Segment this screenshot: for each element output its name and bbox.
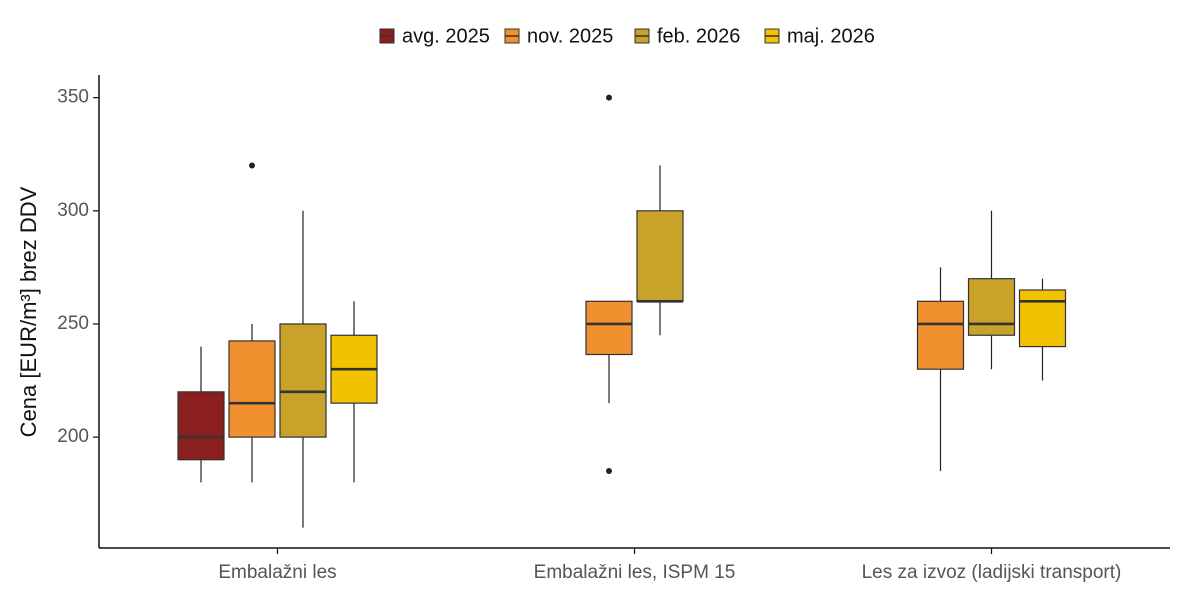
outlier: [606, 468, 612, 475]
x-tick-label: Embalažni les, ISPM 15: [534, 562, 736, 583]
legend-label: avg. 2025: [402, 25, 490, 47]
y-tick-label: 200: [57, 426, 89, 447]
box: [228, 340, 276, 438]
outlier: [606, 94, 612, 101]
x-tick-label: Embalažni les: [218, 562, 336, 583]
box: [636, 210, 684, 302]
y-tick-label: 350: [57, 87, 89, 108]
y-tick-label: 250: [57, 313, 89, 334]
box: [916, 300, 965, 370]
box: [967, 278, 1016, 336]
box: [177, 391, 225, 461]
legend-label: nov. 2025: [527, 25, 613, 47]
box: [279, 323, 327, 438]
legend-label: feb. 2026: [657, 25, 740, 47]
y-tick-label: 300: [57, 200, 89, 221]
box: [585, 300, 633, 356]
box: [1018, 289, 1067, 348]
outlier: [249, 162, 255, 169]
x-tick-label: Les za izvoz (ladijski transport): [862, 562, 1122, 583]
y-axis-label: Cena [EUR/m³] brez DDV: [16, 186, 41, 437]
legend-label: maj. 2026: [787, 25, 875, 47]
